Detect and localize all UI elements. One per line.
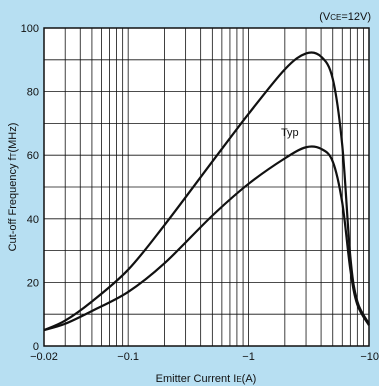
x-tick-labels: −0.02 −0.1 −1 −10 [30,351,379,363]
y-tick-label: 20 [27,277,39,289]
series-line-2 [43,145,370,332]
y-tick-label: 0 [33,341,39,353]
x-tick-label: −10 [360,351,379,363]
y-tick-label: 60 [27,150,39,162]
typ-annotation: Typ [281,127,299,139]
y-tick-label: 80 [27,87,39,99]
grid-lines [43,28,369,346]
series-curves [43,51,370,332]
x-tick-label: −0.02 [30,351,58,363]
x-tick-label: −1 [242,351,255,363]
series-line-1 [43,51,370,332]
y-tick-labels: 0 20 40 60 80 100 [21,23,39,353]
x-axis-label: Emitter Current IE(A) [156,373,257,385]
y-axis-label: Cut-off Frequency fT(MHz) [7,123,19,252]
x-tick-label: −0.1 [117,351,139,363]
y-tick-label: 100 [21,23,39,35]
condition-label: (VCE=12V) [319,11,371,23]
y-tick-label: 40 [27,214,39,226]
